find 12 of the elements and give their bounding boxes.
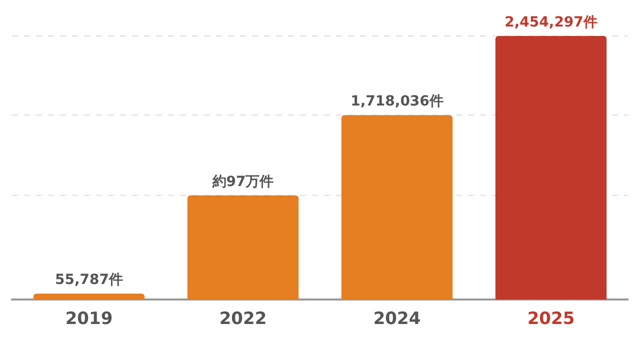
- data-label: 約97万件: [211, 174, 274, 190]
- bar: [341, 115, 453, 300]
- bar: [187, 195, 299, 300]
- x-tick-label: 2024: [373, 309, 421, 330]
- data-label: 1,718,036件: [350, 94, 444, 110]
- data-label: 2,454,297件: [504, 14, 598, 31]
- bar: [495, 36, 607, 300]
- x-tick-label: 2025: [527, 309, 575, 330]
- data-label: 55,787件: [54, 272, 124, 288]
- x-tick-label: 2019: [65, 309, 113, 330]
- bar: [33, 294, 145, 300]
- x-tick-label: 2022: [219, 309, 267, 330]
